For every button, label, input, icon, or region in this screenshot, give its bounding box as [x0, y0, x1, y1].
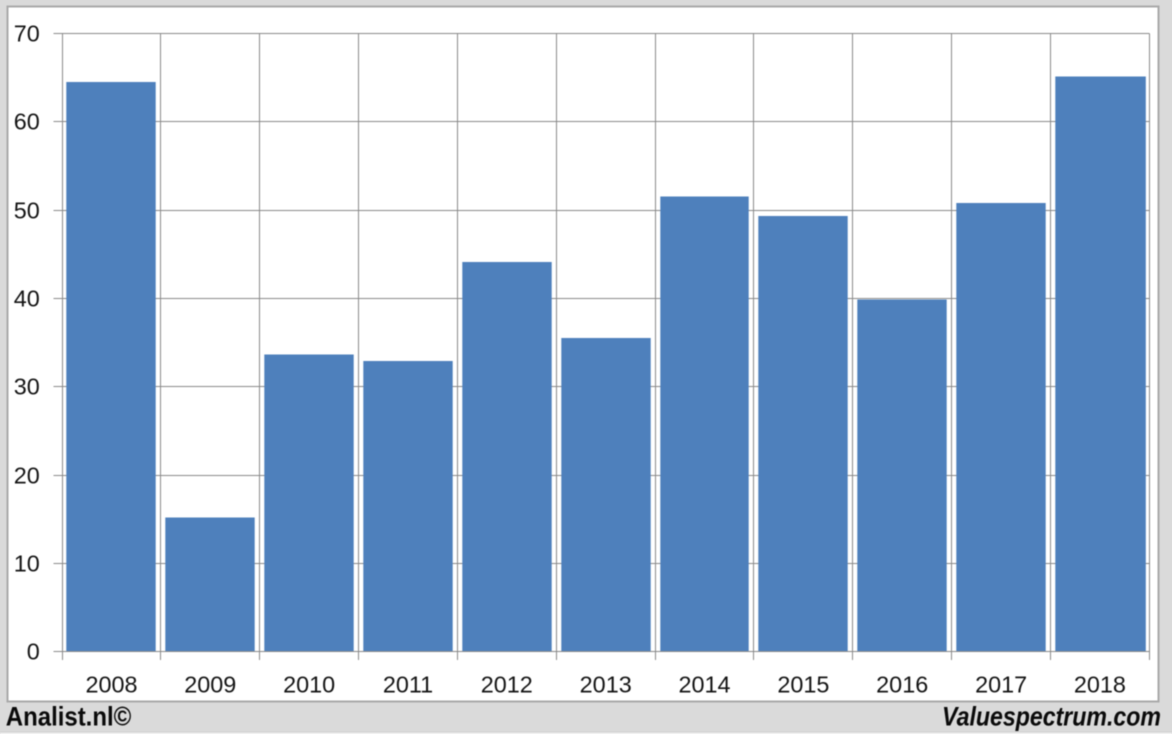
svg-text:10: 10	[14, 551, 40, 577]
svg-text:2010: 2010	[283, 672, 335, 698]
svg-text:20: 20	[14, 463, 40, 489]
svg-text:30: 30	[14, 374, 40, 400]
svg-text:Analist.nl©: Analist.nl©	[6, 701, 132, 731]
svg-text:2014: 2014	[678, 672, 730, 698]
svg-text:Valuespectrum.com: Valuespectrum.com	[942, 701, 1161, 731]
svg-text:40: 40	[14, 286, 40, 312]
svg-text:60: 60	[14, 109, 40, 135]
svg-text:50: 50	[14, 198, 40, 224]
svg-text:2008: 2008	[85, 672, 137, 698]
svg-text:2013: 2013	[580, 672, 632, 698]
svg-text:70: 70	[14, 21, 40, 47]
svg-text:2016: 2016	[876, 672, 928, 698]
svg-text:2009: 2009	[184, 672, 236, 698]
svg-text:2015: 2015	[777, 672, 829, 698]
svg-text:2018: 2018	[1074, 672, 1126, 698]
svg-text:2017: 2017	[975, 672, 1027, 698]
svg-text:0: 0	[27, 639, 40, 665]
svg-text:2012: 2012	[481, 672, 533, 698]
svg-text:2011: 2011	[383, 672, 433, 698]
